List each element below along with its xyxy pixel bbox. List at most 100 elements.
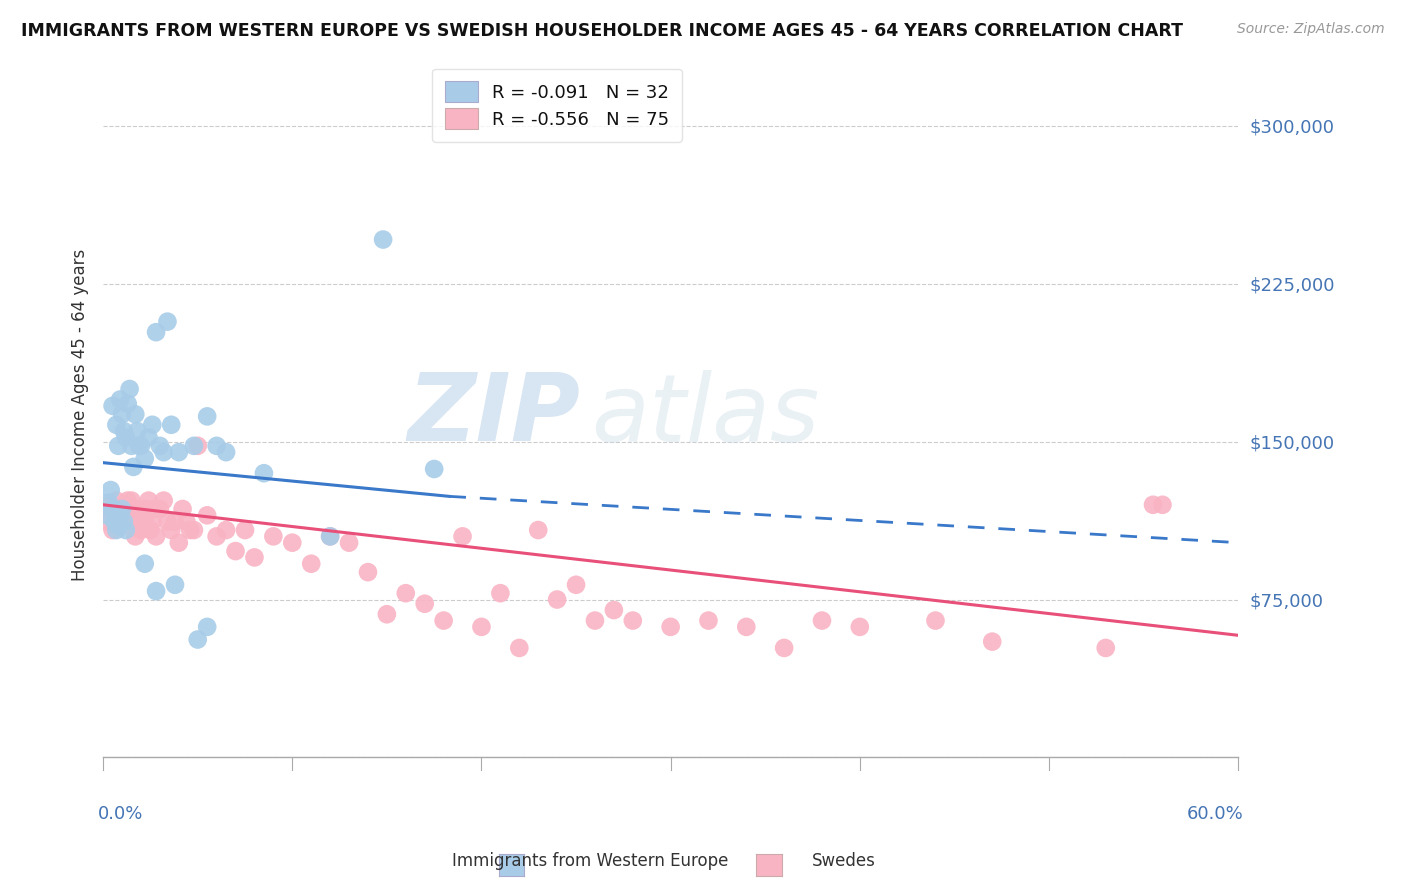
Point [114,430,136,444]
Point [138,430,160,444]
Point [156,515,179,529]
Point [141,417,163,432]
Point [225,544,247,558]
Point [489,586,512,600]
Point [149,502,172,516]
Point [451,529,474,543]
Point [139,523,162,537]
Point [107,508,129,523]
Point [470,620,492,634]
Point [163,515,186,529]
Point [128,515,150,529]
Point [233,523,256,537]
Point [319,529,342,543]
Point [187,439,209,453]
Point [371,233,394,247]
Point [100,508,122,523]
Point [118,382,141,396]
Point [135,502,157,516]
Point [262,529,284,543]
Point [160,523,183,537]
Text: Immigrants from Western Europe: Immigrants from Western Europe [453,852,728,870]
Point [122,515,145,529]
Point [108,508,131,523]
Point [100,483,122,497]
Y-axis label: Householder Income Ages 45 - 64 years: Householder Income Ages 45 - 64 years [72,249,89,582]
Point [981,634,1004,648]
Point [117,397,139,411]
Point [375,607,398,622]
Point [924,614,946,628]
Point [124,529,146,543]
Text: IMMIGRANTS FROM WESTERN EUROPE VS SWEDISH HOUSEHOLDER INCOME AGES 45 - 64 YEARS : IMMIGRANTS FROM WESTERN EUROPE VS SWEDIS… [21,22,1182,40]
Point [659,620,682,634]
Point [163,578,186,592]
Point [508,640,530,655]
Point [773,640,796,655]
Point [811,614,834,628]
Point [1142,498,1164,512]
Point [160,417,183,432]
Point [1152,498,1174,512]
Point [101,502,124,516]
Point [1094,640,1116,655]
Text: Source: ZipAtlas.com: Source: ZipAtlas.com [1237,22,1385,37]
Point [183,523,205,537]
Point [149,439,172,453]
Point [215,523,238,537]
Point [413,597,436,611]
Point [101,523,124,537]
Point [195,620,218,634]
Point [105,523,128,537]
Point [118,508,141,523]
Point [97,498,120,512]
Point [253,467,276,481]
Point [103,502,125,516]
Legend: R = -0.091   N = 32, R = -0.556   N = 75: R = -0.091 N = 32, R = -0.556 N = 75 [433,69,682,142]
Point [281,535,304,549]
Point [112,424,135,438]
Point [129,439,152,453]
Point [337,535,360,549]
Text: 0.0%: 0.0% [97,805,143,823]
Point [101,399,124,413]
Text: ZIP: ZIP [406,369,579,461]
Point [152,493,174,508]
Point [105,493,128,508]
Point [117,493,139,508]
Point [108,392,131,407]
Point [121,493,143,508]
Point [134,557,156,571]
Point [132,502,155,516]
Point [127,424,149,438]
Point [111,502,134,516]
Point [138,493,160,508]
Point [145,529,167,543]
Point [96,515,118,529]
Point [96,508,118,523]
Point [423,462,446,476]
Point [141,515,163,529]
Point [319,529,342,543]
Point [97,496,120,510]
Point [187,632,209,647]
Point [621,614,644,628]
Point [172,502,194,516]
Point [152,445,174,459]
Point [583,614,606,628]
Point [105,417,128,432]
Point [114,523,136,537]
Point [107,439,129,453]
Point [176,515,198,529]
Text: 60.0%: 60.0% [1187,805,1244,823]
Text: atlas: atlas [591,370,820,461]
Point [112,515,135,529]
Point [603,603,626,617]
Point [124,407,146,421]
Point [697,614,720,628]
Point [122,459,145,474]
Point [433,614,456,628]
Point [129,523,152,537]
Point [111,407,134,421]
Point [121,439,143,453]
